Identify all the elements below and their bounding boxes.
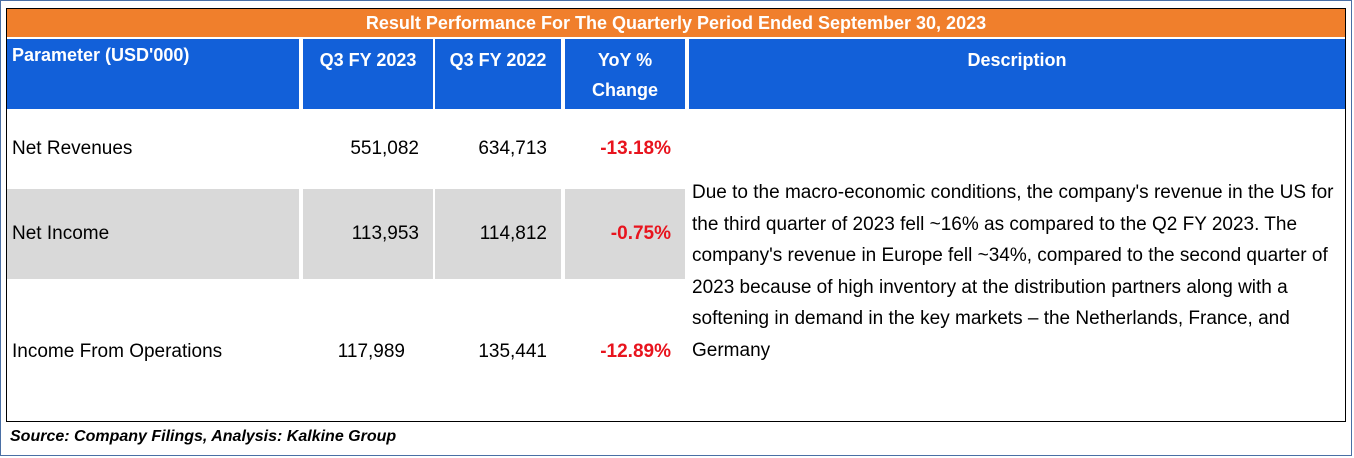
header-parameter: Parameter (USD'000) xyxy=(7,39,299,109)
row-net-income-parameter: Net Income xyxy=(7,189,299,279)
header-q3-fy-2022: Q3 FY 2022 xyxy=(435,39,561,109)
header-yoy-line2: Change xyxy=(591,80,658,100)
row-net-revenues-q3-2023: 551,082 xyxy=(350,138,419,159)
row-net-income-q3-2023: 113,953 xyxy=(303,189,433,279)
row-net-revenues-yoy: -13.18% xyxy=(600,138,671,159)
row-net-revenues-parameter: Net Revenues xyxy=(12,138,133,159)
header-q3-fy-2023: Q3 FY 2023 xyxy=(303,39,433,109)
row-net-income-yoy: -0.75% xyxy=(565,189,685,279)
header-description: Description xyxy=(689,39,1345,109)
source-note: Source: Company Filings, Analysis: Kalki… xyxy=(10,428,397,445)
row-income-operations-yoy: -12.89% xyxy=(600,341,671,362)
table-title: Result Performance For The Quarterly Per… xyxy=(7,9,1345,37)
row-income-operations-parameter: Income From Operations xyxy=(12,341,223,362)
results-table: Result Performance For The Quarterly Per… xyxy=(6,8,1346,422)
header-yoy-change: YoY % Change xyxy=(565,39,685,109)
row-income-operations-q3-2022: 135,441 xyxy=(478,341,547,362)
row-net-income-q3-2022: 114,812 xyxy=(435,189,561,279)
header-yoy-line1: YoY % xyxy=(597,50,653,70)
row-net-revenues-q3-2022: 634,713 xyxy=(478,138,547,159)
row-income-operations-q3-2023: 117,989 xyxy=(337,341,405,362)
description-text: Due to the macro-economic conditions, th… xyxy=(692,182,1334,361)
